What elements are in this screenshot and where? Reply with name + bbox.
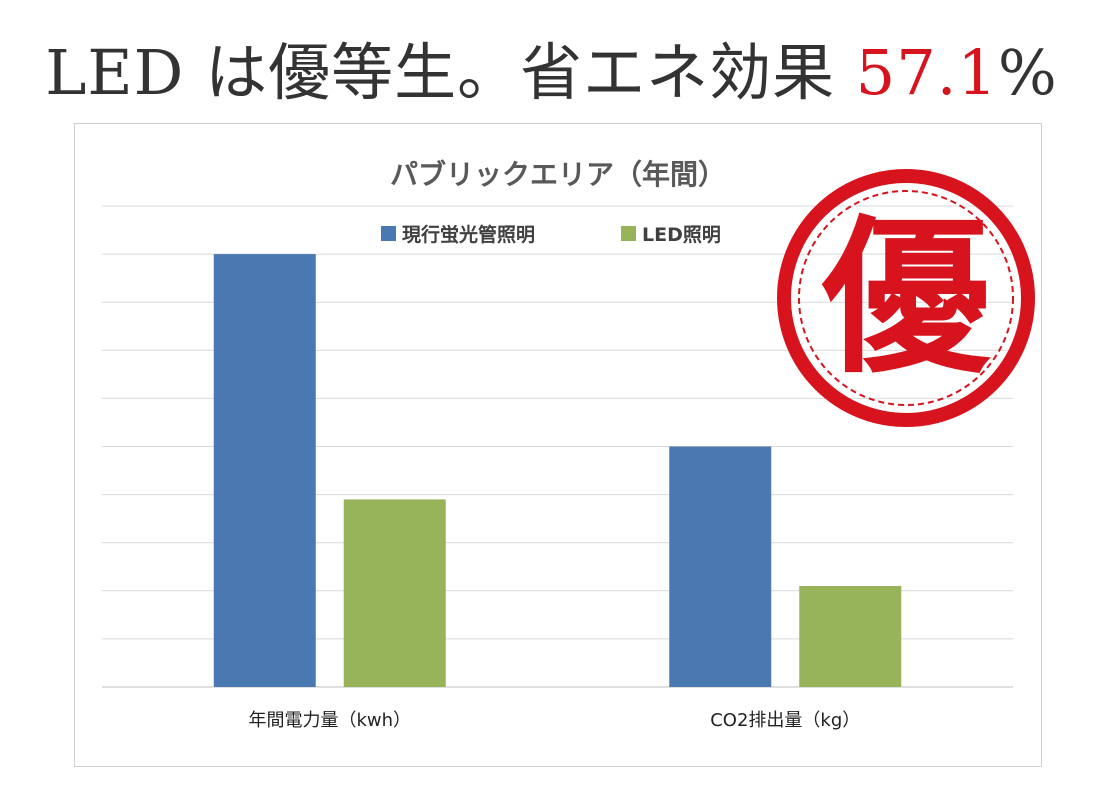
legend-label: 現行蛍光管照明	[402, 223, 535, 246]
x-axis: 年間電力量（kwh） CO2排出量（kg）	[248, 710, 860, 731]
stamp-ring	[777, 169, 1035, 427]
bar-series2-cat1	[343, 499, 446, 687]
chart-title: パブリックエリア（年間）	[390, 158, 726, 191]
legend: 現行蛍光管照明 LED照明	[381, 223, 721, 246]
bar-series1-cat1	[213, 254, 316, 687]
headline-suffix: %	[997, 36, 1058, 109]
legend-label: LED照明	[642, 224, 721, 246]
headline: LED は優等生。省エネ効果 57.1%	[0, 22, 1103, 112]
stamp-glyph: 優	[821, 198, 991, 396]
x-tick-label: 年間電力量（kwh）	[248, 710, 411, 731]
x-tick-label: CO2排出量（kg）	[710, 710, 860, 731]
excellent-stamp: 優	[777, 169, 1035, 427]
chart-svg: 年間電力量（kwh） CO2排出量（kg） パブリックエリア（年間） 現行蛍光管照…	[102, 158, 1035, 731]
legend-swatch	[621, 226, 636, 241]
bar-series1-cat2	[669, 446, 772, 687]
stamp-inner-ring	[798, 190, 1014, 406]
legend-swatch	[381, 226, 396, 241]
headline-prefix: LED は優等生。省エネ効果	[45, 36, 856, 109]
bars	[213, 254, 902, 687]
bar-series2-cat2	[799, 585, 902, 687]
headline-highlight: 57.1	[855, 36, 998, 109]
chart-frame: 年間電力量（kwh） CO2排出量（kg） パブリックエリア（年間） 現行蛍光管照…	[74, 123, 1042, 767]
